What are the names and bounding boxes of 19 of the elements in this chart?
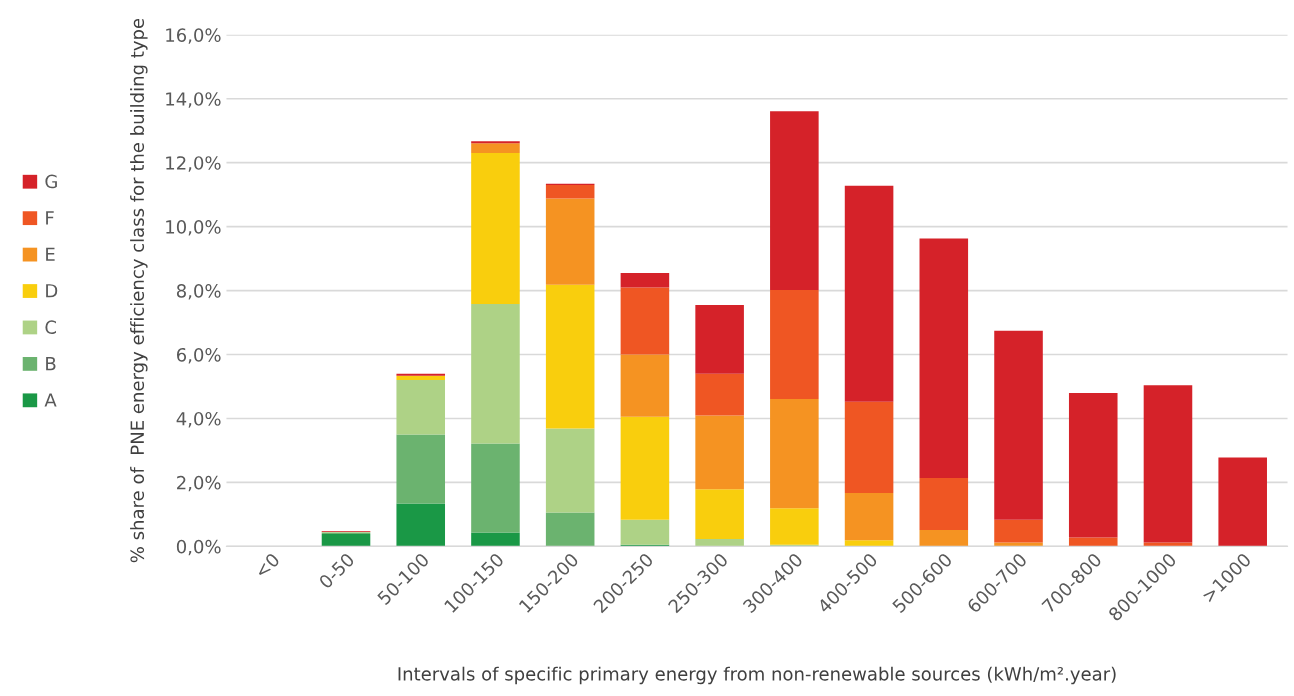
y-tick-label: 12,0% [166,156,221,172]
y-axis-title: % share of PNE energy efficiency class for the building type [130,18,148,563]
y-tick-label: 8,0% [176,284,221,300]
legend-label: D [46,284,58,298]
legend-label: C [45,320,57,334]
y-tick-label: 4,0% [176,411,221,428]
legend-label: F [46,211,54,225]
legend-label: G [45,174,57,189]
y-tick-label: 6,0% [176,347,221,364]
x-tick-label: <0 [254,552,281,579]
x-axis-title: Intervals of specific primary energy from non-renewable sources (kWh/m².year) [398,666,1116,685]
y-tick-label: 14,0% [166,92,221,108]
y-tick-label: 2,0% [177,475,221,492]
legend-label: B [46,357,56,371]
legend-label: A [44,393,57,407]
y-tick-label: 0,0% [176,539,221,556]
y-tick-label: 10,0% [166,220,221,236]
legend-label: E [46,247,55,261]
y-tick-label: 16,0% [166,28,221,44]
